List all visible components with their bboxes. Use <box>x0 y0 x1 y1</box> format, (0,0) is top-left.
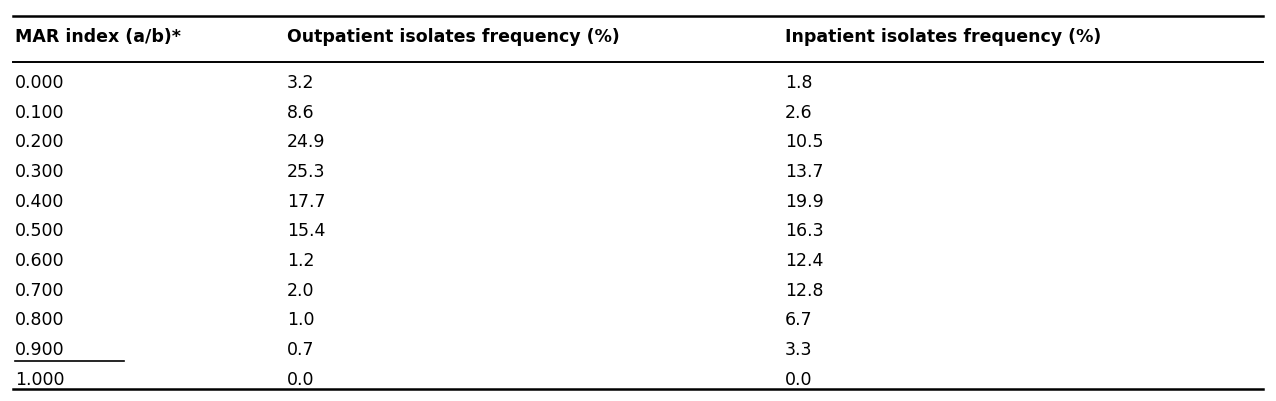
Text: Outpatient isolates frequency (%): Outpatient isolates frequency (%) <box>287 28 620 46</box>
Text: 0.900: 0.900 <box>15 341 65 359</box>
Text: 10.5: 10.5 <box>785 134 823 151</box>
Text: 2.0: 2.0 <box>287 282 315 300</box>
Text: 24.9: 24.9 <box>287 134 325 151</box>
Text: 16.3: 16.3 <box>785 223 823 240</box>
Text: MAR index (a/b)*: MAR index (a/b)* <box>15 28 181 46</box>
Text: Inpatient isolates frequency (%): Inpatient isolates frequency (%) <box>785 28 1101 46</box>
Text: 3.3: 3.3 <box>785 341 813 359</box>
Text: 0.400: 0.400 <box>15 193 65 211</box>
Text: 0.600: 0.600 <box>15 252 65 270</box>
Text: 0.000: 0.000 <box>15 74 65 92</box>
Text: 19.9: 19.9 <box>785 193 823 211</box>
Text: 1.0: 1.0 <box>287 312 315 329</box>
Text: 1.000: 1.000 <box>15 371 65 389</box>
Text: 0.800: 0.800 <box>15 312 65 329</box>
Text: 0.500: 0.500 <box>15 223 65 240</box>
Text: 13.7: 13.7 <box>785 163 823 181</box>
Text: 1.2: 1.2 <box>287 252 315 270</box>
Text: 8.6: 8.6 <box>287 104 315 122</box>
Text: 6.7: 6.7 <box>785 312 813 329</box>
Text: 0.7: 0.7 <box>287 341 315 359</box>
Text: 0.0: 0.0 <box>287 371 315 389</box>
Text: 25.3: 25.3 <box>287 163 325 181</box>
Text: 0.100: 0.100 <box>15 104 65 122</box>
Text: 1.8: 1.8 <box>785 74 813 92</box>
Text: 0.0: 0.0 <box>785 371 813 389</box>
Text: 12.4: 12.4 <box>785 252 823 270</box>
Text: 0.300: 0.300 <box>15 163 65 181</box>
Text: 0.700: 0.700 <box>15 282 65 300</box>
Text: 3.2: 3.2 <box>287 74 315 92</box>
Text: 12.8: 12.8 <box>785 282 823 300</box>
Text: 15.4: 15.4 <box>287 223 325 240</box>
Text: 17.7: 17.7 <box>287 193 325 211</box>
Text: 2.6: 2.6 <box>785 104 813 122</box>
Text: 0.200: 0.200 <box>15 134 65 151</box>
